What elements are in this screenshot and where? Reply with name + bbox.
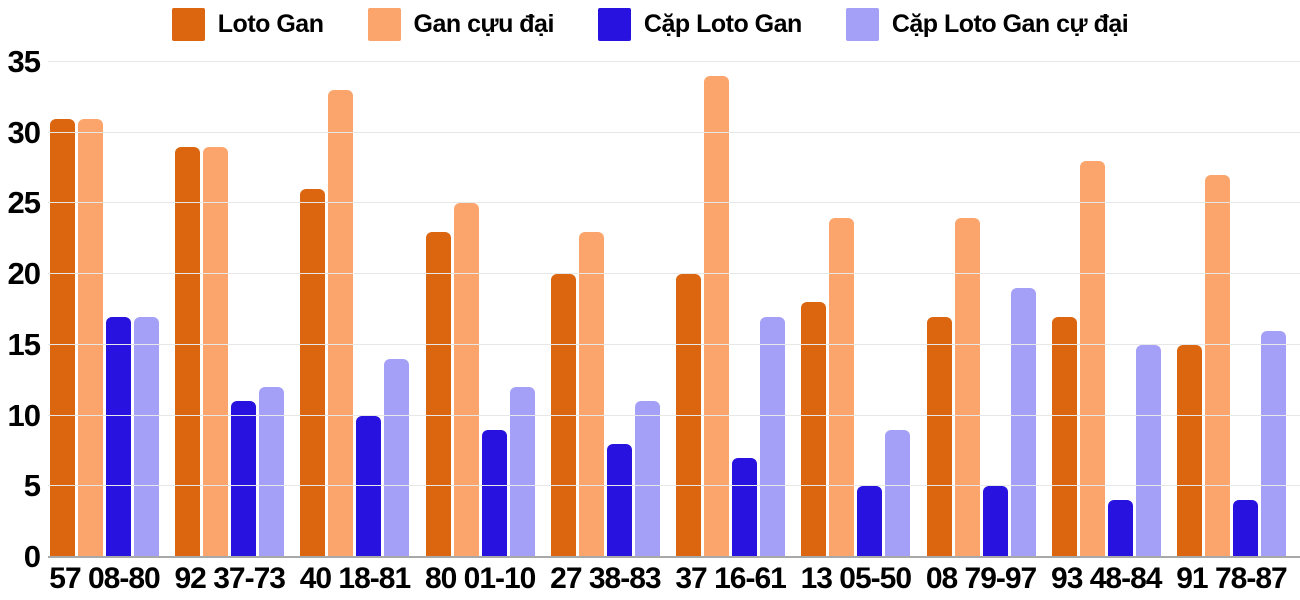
bar[interactable] (1051, 316, 1077, 557)
bar[interactable] (885, 429, 911, 557)
y-tick-label: 25 (7, 185, 41, 221)
x-category-label: 91 78-87 (1176, 562, 1287, 595)
bar[interactable] (300, 189, 326, 557)
bar[interactable] (732, 458, 758, 557)
x-axis-line (48, 556, 1300, 558)
bar[interactable] (481, 429, 507, 557)
plot-area (48, 61, 1300, 558)
y-axis-labels: 0 5 10 15 20 25 30 35 (0, 44, 41, 574)
legend-label: Cặp Loto Gan cự đại (891, 10, 1129, 38)
bar[interactable] (106, 316, 131, 557)
bar[interactable] (704, 76, 730, 557)
gridline (48, 414, 1300, 416)
bar-groups (50, 62, 1286, 557)
x-category-label: 93 48-84 (1051, 562, 1162, 595)
y-tick-label: 30 (7, 114, 41, 150)
bar[interactable] (1010, 288, 1036, 557)
bar-group (425, 62, 535, 557)
gridline (48, 343, 1300, 345)
bar-group (300, 62, 410, 557)
legend-swatch-icon (171, 8, 205, 41)
bar[interactable] (509, 387, 535, 557)
legend-swatch-icon (845, 8, 879, 41)
y-tick-label: 20 (7, 256, 41, 292)
bar[interactable] (453, 203, 479, 557)
bar-group (550, 62, 660, 557)
legend-swatch-icon (597, 8, 631, 41)
bar[interactable] (1079, 161, 1105, 557)
bar[interactable] (50, 118, 75, 557)
bar-group (926, 62, 1036, 557)
x-axis-labels: 57 08-80 92 37-73 40 18-81 80 01-10 27 38-83… (49, 562, 1287, 600)
legend-label: Cặp Loto Gan (643, 10, 802, 38)
bar[interactable] (982, 486, 1008, 557)
gridline (48, 485, 1300, 487)
bar[interactable] (1260, 330, 1286, 557)
y-tick-label: 10 (7, 397, 41, 433)
legend-item: Cặp Loto Gan cự đại (845, 8, 1129, 41)
bar[interactable] (676, 274, 702, 557)
bar[interactable] (203, 146, 229, 557)
legend-label: Loto Gan (217, 10, 324, 38)
bar-group (1051, 62, 1161, 557)
bar[interactable] (259, 387, 285, 557)
y-tick-label: 5 (23, 468, 41, 504)
bar[interactable] (175, 146, 201, 557)
bar[interactable] (1135, 344, 1161, 557)
bar-group (50, 62, 159, 557)
bar-group (1176, 62, 1286, 557)
y-tick-label: 15 (7, 326, 41, 362)
legend-item: Cặp Loto Gan (597, 8, 802, 41)
bar[interactable] (1204, 175, 1230, 557)
x-category-label: 27 38-83 (550, 562, 661, 595)
bar[interactable] (550, 274, 576, 557)
x-category-label: 37 16-61 (675, 562, 786, 595)
bar-group (676, 62, 786, 557)
bar[interactable] (829, 217, 855, 557)
bar[interactable] (1176, 344, 1202, 557)
bar[interactable] (78, 118, 103, 557)
gridline (48, 61, 1300, 62)
x-category-label: 08 79-97 (925, 562, 1037, 595)
gridline (48, 273, 1300, 275)
bar[interactable] (425, 231, 451, 557)
gridline (48, 202, 1300, 204)
x-category-label: 57 08-80 (49, 562, 160, 595)
bar[interactable] (578, 231, 604, 557)
x-category-label: 80 01-10 (424, 562, 536, 595)
bar[interactable] (1232, 500, 1258, 557)
bar[interactable] (954, 217, 980, 557)
bar[interactable] (760, 316, 786, 557)
bar-group (801, 62, 911, 557)
legend-label: Gan cựu đại (413, 10, 555, 38)
x-category-label: 13 05-50 (800, 562, 912, 595)
bar[interactable] (384, 359, 410, 557)
x-category-label: 92 37-73 (174, 562, 286, 595)
x-category-label: 40 18-81 (299, 562, 411, 595)
legend-swatch-icon (367, 8, 401, 41)
gridline (48, 131, 1300, 133)
bar[interactable] (134, 316, 159, 557)
legend-item: Gan cựu đại (367, 8, 555, 41)
bar[interactable] (231, 401, 257, 557)
bar[interactable] (926, 316, 952, 557)
y-tick-label: 0 (23, 539, 41, 574)
bar[interactable] (634, 401, 660, 557)
legend: Loto Gan Gan cựu đại Cặp Loto Gan Cặp Loto … (0, 8, 1300, 41)
bar[interactable] (857, 486, 883, 557)
y-tick-label: 35 (7, 44, 41, 79)
bar[interactable] (328, 90, 354, 557)
bar[interactable] (801, 302, 827, 557)
bar[interactable] (1107, 500, 1133, 557)
legend-item: Loto Gan (171, 8, 324, 41)
bar-group (175, 62, 285, 557)
bar[interactable] (606, 443, 632, 557)
